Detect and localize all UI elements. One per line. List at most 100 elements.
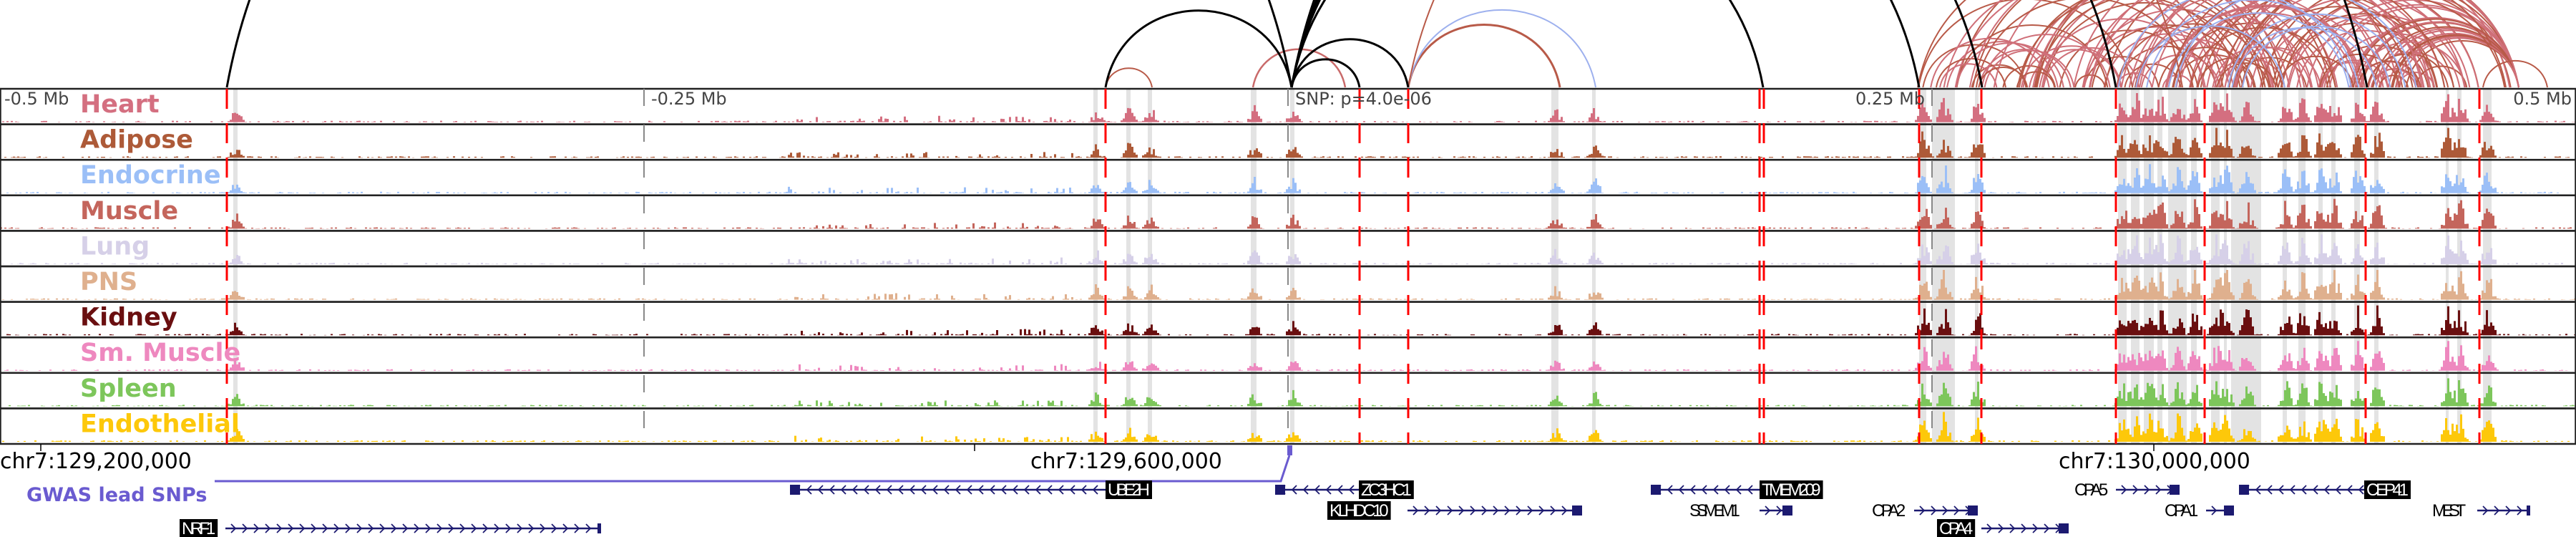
signal-endocrine (6, 164, 2572, 193)
loop-arc-red (2196, 0, 2446, 88)
gene-cep41[interactable]: CEP41 (2239, 480, 2411, 500)
gene-label-bg (2364, 480, 2411, 499)
gene-klhdc10[interactable]: KLHDC10 (1327, 501, 1582, 521)
loop-arc-red (2167, 0, 2446, 88)
loop-arc-red (2020, 45, 2122, 88)
gene-label-bg (180, 519, 218, 537)
loop-arc-red (1978, 49, 2072, 88)
gwas-track: GWAS lead SNPs (26, 445, 1292, 506)
strand-arrow-icon (2121, 485, 2173, 495)
gwas-link-line (215, 455, 1291, 483)
loop-arc-snp (1290, 0, 1984, 88)
loop-arc-red (2002, 64, 2057, 88)
axis-label-minus-0-5: -0.5 Mb (4, 89, 69, 109)
loop-arc-snp (1290, 0, 2117, 88)
strand-arrow-icon (230, 523, 592, 533)
gene-cpa5[interactable]: CPA5 (2074, 480, 2180, 500)
gene-cpa1[interactable]: CPA1 (2165, 501, 2234, 521)
loop-arc-red (2323, 6, 2519, 88)
gwas-track-label: GWAS lead SNPs (26, 484, 207, 506)
gene-tmem209[interactable]: TMEM209 (1651, 480, 1823, 500)
gene-label: SSMEM1 (1689, 501, 1740, 521)
loop-arc-red (2328, 33, 2461, 88)
track-label: Lung (80, 232, 150, 261)
loop-arc-blue (1407, 9, 1596, 88)
gene-exon (1572, 505, 1582, 516)
gene-label-bg (1327, 501, 1391, 520)
strand-arrow-icon (1986, 523, 2062, 533)
loop-arc-red (2175, 54, 2255, 88)
loop-arc-red (2016, 71, 2056, 88)
gene-label-bg (1106, 480, 1152, 499)
gene-label: UBE2H (1108, 480, 1150, 500)
loop-arc-red (1930, 37, 2050, 88)
gene-zc3hc1[interactable]: ZC3HC1 (1275, 480, 1414, 500)
gene-cpa4[interactable]: CPA4 (1937, 519, 2069, 537)
loop-arc-red (2397, 72, 2435, 88)
loop-arc-red (2280, 0, 2506, 88)
strand-arrow-icon (1919, 505, 1971, 516)
gene-label: NRF1 (182, 519, 215, 537)
loop-arc-red (2082, 26, 2230, 88)
axis-label-0-25: 0.25 Mb (1855, 89, 1925, 109)
gene-nrf1[interactable]: NRF1 (180, 519, 601, 537)
loop-arc-red (2214, 57, 2285, 88)
loop-arc-red (2120, 0, 2389, 88)
loop-arc-red (2128, 0, 2361, 88)
gene-exon (597, 523, 601, 533)
loop-arc-red (2274, 13, 2455, 88)
loop-arc-red (2356, 60, 2421, 88)
loop-arc-red (2326, 44, 2429, 88)
gene-exon (1275, 485, 1285, 495)
loop-arc-red (2074, 74, 2106, 88)
loop-arc-red (2224, 0, 2519, 88)
gene-label: CPA4 (1939, 519, 1973, 537)
axis-label-0-5: 0.5 Mb (2513, 89, 2572, 109)
loop-arc-red (1968, 0, 2275, 88)
gene-exon (2239, 485, 2249, 495)
gene-ssmem1[interactable]: SSMEM1 (1689, 501, 1792, 521)
loop-arc-blue (2175, 0, 2417, 88)
loop-arc-red (1943, 0, 2205, 88)
gene-cpa2[interactable]: CPA2 (1872, 501, 1978, 521)
loop-arc-blue (2167, 12, 2350, 88)
loop-arc-red (1407, 24, 1561, 88)
loop-arc-red (1993, 0, 2302, 88)
relative-axis: -0.5 Mb -0.25 Mb 0.25 Mb 0.5 Mb SNP: p=4… (4, 89, 2572, 109)
loop-arc-red (2104, 0, 2404, 88)
coord-label-129-2mb: chr7:129,200,000 (0, 449, 192, 474)
loop-arc-red (2224, 47, 2322, 88)
loop-arc-red (2041, 0, 2290, 88)
gene-label-bg (1359, 480, 1414, 499)
loop-arc-red (2216, 62, 2277, 88)
gene-exon (1782, 505, 1792, 516)
gene-label: CEP41 (2366, 480, 2409, 500)
track-labels: Heart Adipose Endocrine Muscle Lung PNS Kidney… (80, 90, 240, 438)
track-label: Kidney (80, 304, 177, 332)
gene-ube2h[interactable]: UBE2H (790, 480, 1152, 500)
gene-label: CPA2 (1872, 501, 1906, 521)
track-label: Endothelial (80, 410, 240, 438)
strand-arrow-icon (1413, 505, 1568, 516)
loop-arc-blue (2227, 13, 2406, 88)
gene-exon (2059, 523, 2069, 533)
signal-kidney (6, 305, 2576, 336)
loop-arc-red (1105, 67, 1153, 88)
loop-arc-red (2039, 18, 2206, 88)
signal-sm-muscle (4, 341, 2576, 371)
loop-arc-blue (2135, 25, 2285, 88)
coord-label-129-6mb: chr7:129,600,000 (1030, 449, 1222, 474)
loop-arc-red (1917, 0, 2224, 88)
gene-exon (1651, 485, 1661, 495)
coord-label-130-0mb: chr7:130,000,000 (2059, 449, 2250, 474)
gene-mest[interactable]: MEST (2432, 501, 2530, 521)
track-label: Muscle (80, 197, 178, 226)
loop-arc-snp (1290, 0, 1921, 88)
gwas-lead-snp-marker[interactable] (1287, 445, 1292, 455)
loop-arc-blue (2146, 0, 2359, 88)
loop-arc-red (2032, 0, 2306, 88)
loop-arc-red (1972, 0, 2279, 88)
axis-label-minus-0-25: -0.25 Mb (651, 89, 727, 109)
gene-label: TMEM209 (1762, 480, 1821, 500)
enhancer-markers (225, 89, 2481, 444)
